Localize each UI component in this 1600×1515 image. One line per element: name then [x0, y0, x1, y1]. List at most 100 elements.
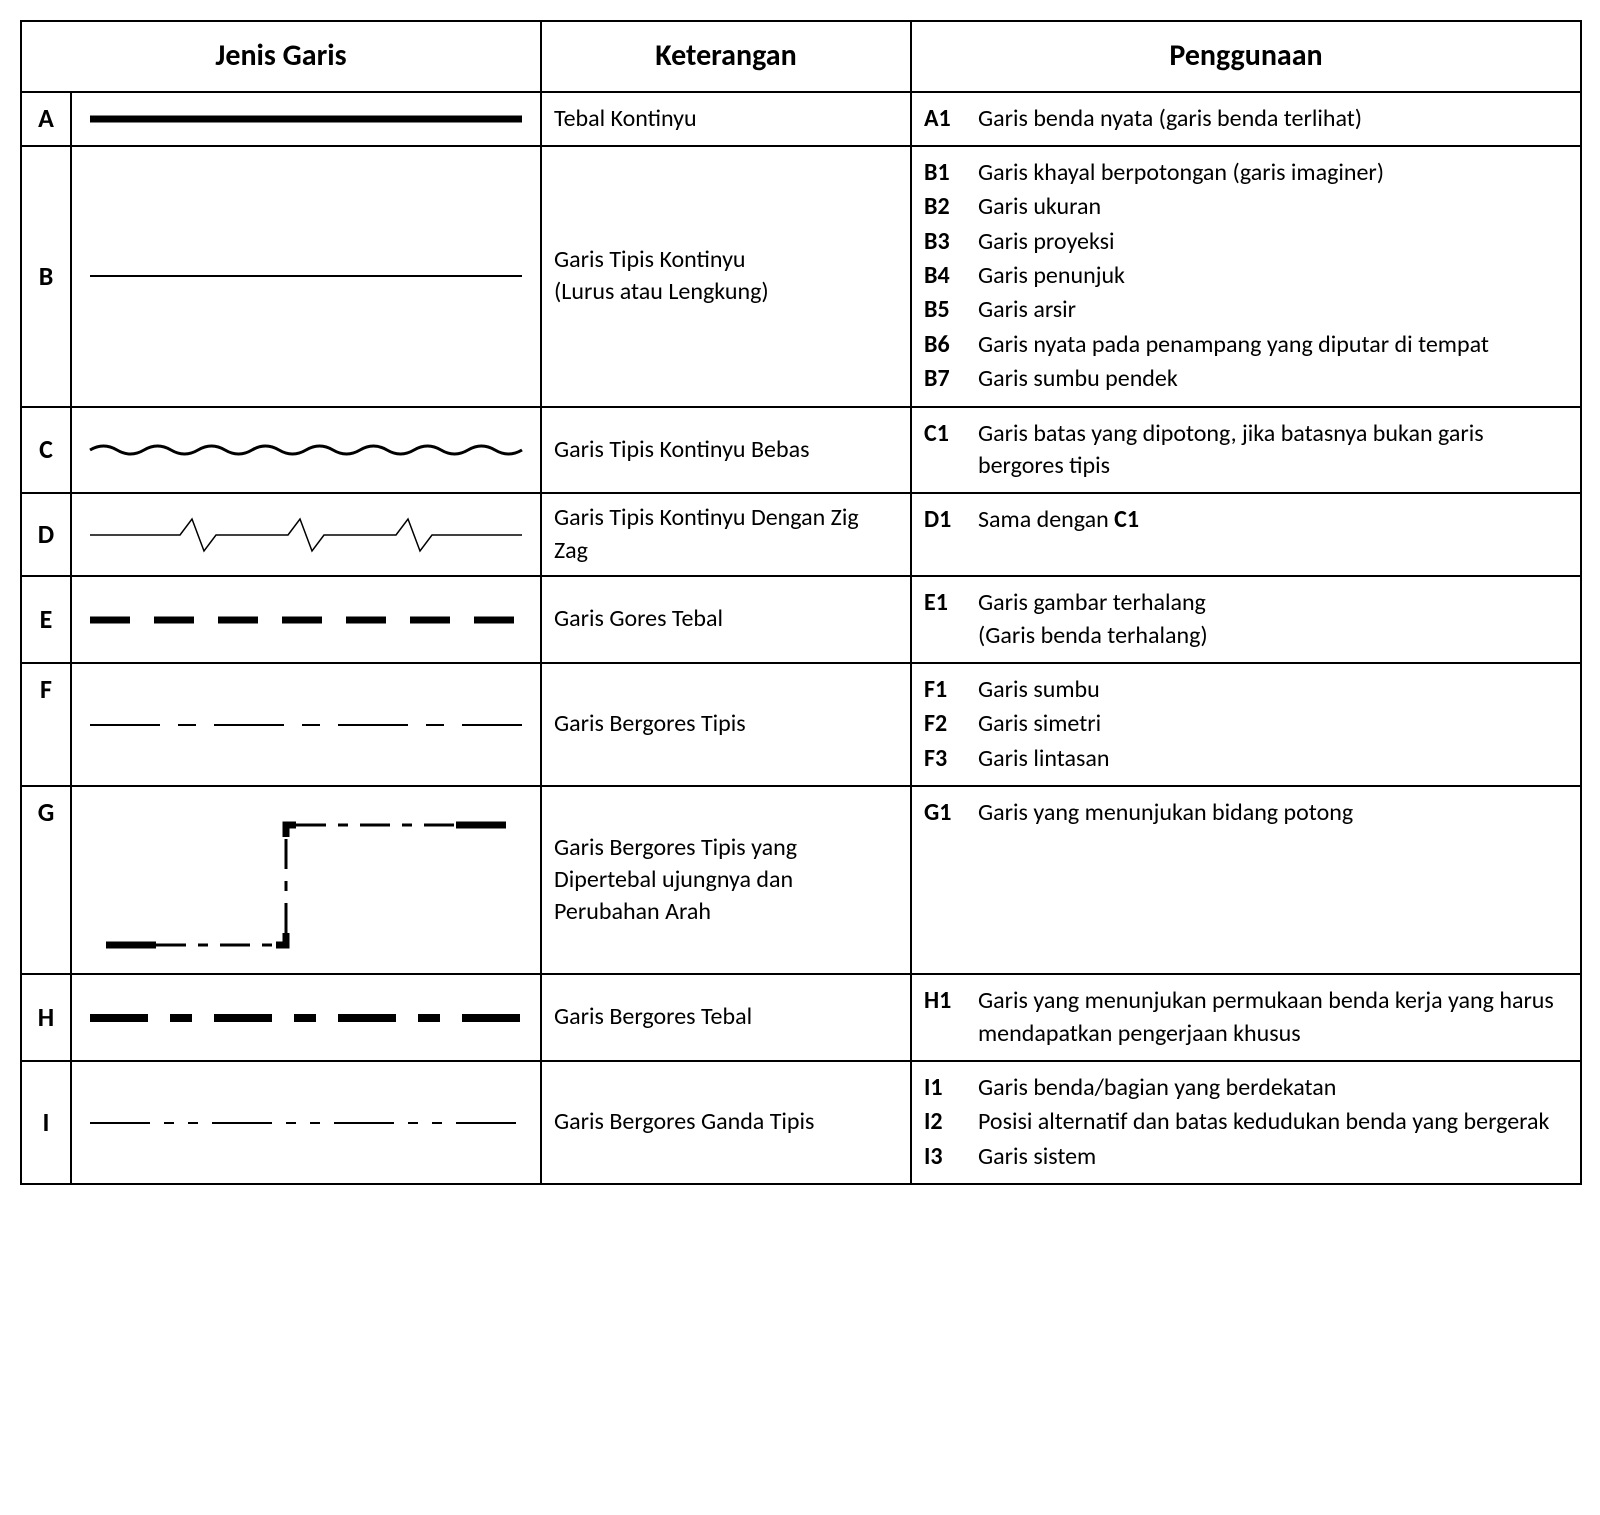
keterangan-cell: Garis Tipis Kontinyu(Lurus atau Lengkung… — [541, 146, 911, 407]
table-row-E: E Garis Gores Tebal E1 Garis gambar terh… — [21, 576, 1581, 663]
use-code: F3 — [924, 743, 966, 775]
use-code: B5 — [924, 294, 966, 326]
table-row-B: B Garis Tipis Kontinyu(Lurus atau Lengku… — [21, 146, 1581, 407]
table-row-H: H Garis Bergores Tebal H1 Garis yang men… — [21, 974, 1581, 1061]
use-item: B6 Garis nyata pada penampang yang diput… — [924, 329, 1568, 361]
use-item: B1 Garis khayal berpotongan (garis imagi… — [924, 157, 1568, 189]
table-row-D: D Garis Tipis Kontinyu Dengan Zig Zag D1… — [21, 493, 1581, 576]
use-code: B2 — [924, 191, 966, 223]
uses-list: G1 Garis yang menunjukan bidang potong — [924, 797, 1568, 829]
uses-list: C1 Garis batas yang dipotong, jika batas… — [924, 418, 1568, 483]
table-row-F: F Garis Bergores Tipis F1 Garis sumbu F2… — [21, 663, 1581, 786]
use-code: A1 — [924, 103, 966, 135]
use-item: H1 Garis yang menunjukan permukaan benda… — [924, 985, 1568, 1050]
line-sample — [71, 493, 541, 576]
row-letter: D — [21, 493, 71, 576]
use-text: Garis khayal berpotongan (garis imaginer… — [978, 157, 1568, 189]
use-text: Garis yang menunjukan bidang potong — [978, 797, 1568, 829]
row-letter: H — [21, 974, 71, 1061]
row-letter: A — [21, 92, 71, 146]
use-item: G1 Garis yang menunjukan bidang potong — [924, 797, 1568, 829]
line-sample — [71, 576, 541, 663]
use-code: B6 — [924, 329, 966, 361]
use-code: G1 — [924, 797, 966, 829]
use-text: Garis lintasan — [978, 743, 1568, 775]
use-text: Garis proyeksi — [978, 226, 1568, 258]
use-item: E1 Garis gambar terhalang(Garis benda te… — [924, 587, 1568, 652]
penggunaan-cell: F1 Garis sumbu F2 Garis simetri F3 Garis… — [911, 663, 1581, 786]
table-row-C: C Garis Tipis Kontinyu Bebas C1 Garis ba… — [21, 407, 1581, 494]
line-sample — [71, 786, 541, 974]
use-text: Garis batas yang dipotong, jika batasnya… — [978, 418, 1568, 483]
use-text: Garis ukuran — [978, 191, 1568, 223]
use-code: C1 — [924, 418, 966, 450]
use-text: Garis simetri — [978, 708, 1568, 740]
row-letter: B — [21, 146, 71, 407]
line-sample — [71, 146, 541, 407]
use-item: F1 Garis sumbu — [924, 674, 1568, 706]
use-code: E1 — [924, 587, 966, 619]
table-row-G: G Garis Bergores Tipis yang Dipertebal u… — [21, 786, 1581, 974]
use-code: I3 — [924, 1141, 966, 1173]
use-code: B3 — [924, 226, 966, 258]
penggunaan-cell: G1 Garis yang menunjukan bidang potong — [911, 786, 1581, 974]
uses-list: E1 Garis gambar terhalang(Garis benda te… — [924, 587, 1568, 652]
uses-list: B1 Garis khayal berpotongan (garis imagi… — [924, 157, 1568, 396]
use-text: Garis sumbu pendek — [978, 363, 1568, 395]
row-letter: E — [21, 576, 71, 663]
line-sample — [71, 92, 541, 146]
use-item: C1 Garis batas yang dipotong, jika batas… — [924, 418, 1568, 483]
use-text: Garis yang menunjukan permukaan benda ke… — [978, 985, 1568, 1050]
use-item: I1 Garis benda/bagian yang berdekatan — [924, 1072, 1568, 1104]
line-sample — [71, 1061, 541, 1184]
row-letter: G — [21, 786, 71, 974]
use-item: F2 Garis simetri — [924, 708, 1568, 740]
use-item: B2 Garis ukuran — [924, 191, 1568, 223]
use-text: Garis benda/bagian yang berdekatan — [978, 1072, 1568, 1104]
table-row-A: A Tebal Kontinyu A1 Garis benda nyata (g… — [21, 92, 1581, 146]
use-item: A1 Garis benda nyata (garis benda terlih… — [924, 103, 1568, 135]
use-text: Sama dengan C1 — [978, 504, 1568, 536]
penggunaan-cell: H1 Garis yang menunjukan permukaan benda… — [911, 974, 1581, 1061]
keterangan-cell: Garis Bergores Tebal — [541, 974, 911, 1061]
uses-list: F1 Garis sumbu F2 Garis simetri F3 Garis… — [924, 674, 1568, 775]
keterangan-cell: Garis Bergores Tipis yang Dipertebal uju… — [541, 786, 911, 974]
keterangan-cell: Garis Gores Tebal — [541, 576, 911, 663]
use-item: B5 Garis arsir — [924, 294, 1568, 326]
use-item: I2 Posisi alternatif dan batas kedudukan… — [924, 1106, 1568, 1138]
uses-list: I1 Garis benda/bagian yang berdekatan I2… — [924, 1072, 1568, 1173]
row-letter: I — [21, 1061, 71, 1184]
line-types-table: Jenis Garis Keterangan Penggunaan A Teba… — [20, 20, 1582, 1185]
table-row-I: I Garis Bergores Ganda Tipis I1 Garis be… — [21, 1061, 1581, 1184]
penggunaan-cell: A1 Garis benda nyata (garis benda terlih… — [911, 92, 1581, 146]
penggunaan-cell: B1 Garis khayal berpotongan (garis imagi… — [911, 146, 1581, 407]
row-letter: F — [21, 663, 71, 786]
uses-list: D1 Sama dengan C1 — [924, 504, 1568, 536]
line-sample — [71, 663, 541, 786]
keterangan-cell: Garis Bergores Ganda Tipis — [541, 1061, 911, 1184]
uses-list: A1 Garis benda nyata (garis benda terlih… — [924, 103, 1568, 135]
use-item: B7 Garis sumbu pendek — [924, 363, 1568, 395]
penggunaan-cell: D1 Sama dengan C1 — [911, 493, 1581, 576]
keterangan-cell: Tebal Kontinyu — [541, 92, 911, 146]
keterangan-cell: Garis Bergores Tipis — [541, 663, 911, 786]
use-code: B4 — [924, 260, 966, 292]
use-code: F1 — [924, 674, 966, 706]
use-text: Garis gambar terhalang(Garis benda terha… — [978, 587, 1568, 652]
use-text: Posisi alternatif dan batas kedudukan be… — [978, 1106, 1568, 1138]
line-sample — [71, 407, 541, 494]
use-text: Garis arsir — [978, 294, 1568, 326]
use-text: Garis benda nyata (garis benda terlihat) — [978, 103, 1568, 135]
row-letter: C — [21, 407, 71, 494]
use-code: D1 — [924, 504, 966, 536]
use-code: F2 — [924, 708, 966, 740]
table-header-row: Jenis Garis Keterangan Penggunaan — [21, 21, 1581, 92]
use-text: Garis sumbu — [978, 674, 1568, 706]
use-code: I1 — [924, 1072, 966, 1104]
header-penggunaan: Penggunaan — [911, 21, 1581, 92]
header-jenis: Jenis Garis — [21, 21, 541, 92]
use-item: D1 Sama dengan C1 — [924, 504, 1568, 536]
use-item: F3 Garis lintasan — [924, 743, 1568, 775]
line-sample — [71, 974, 541, 1061]
use-text: Garis nyata pada penampang yang diputar … — [978, 329, 1568, 361]
